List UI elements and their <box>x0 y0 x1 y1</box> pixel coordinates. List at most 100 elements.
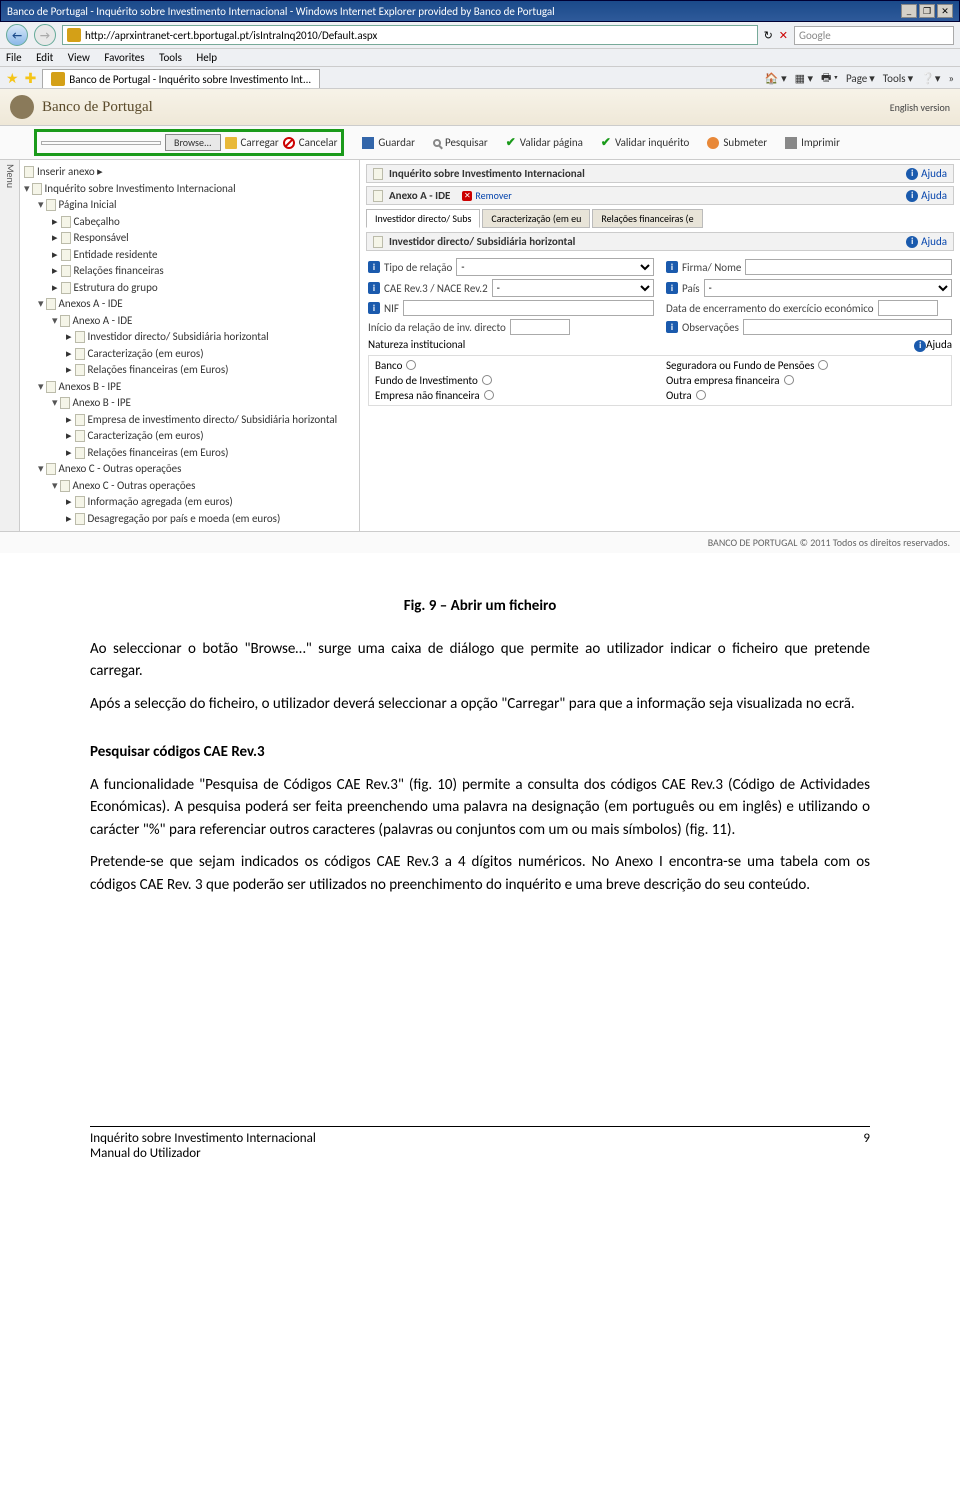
info-icon[interactable]: i <box>666 321 678 333</box>
cae-select[interactable]: - <box>492 279 654 297</box>
validar-inquerito-button[interactable]: ✔Validar inquérito <box>601 136 689 149</box>
app-title: Banco de Portugal <box>42 99 153 116</box>
tree-item[interactable]: ▸Caracterização (em euros) <box>24 346 355 363</box>
remover-link[interactable]: ✕Remover <box>462 189 511 202</box>
browse-button[interactable]: Browse... <box>165 134 221 151</box>
menu-favorites[interactable]: Favorites <box>104 51 144 64</box>
validar-pagina-button[interactable]: ✔Validar página <box>506 136 583 149</box>
tree-root[interactable]: ▾Inquérito sobre Investimento Internacio… <box>24 181 355 198</box>
subtab-investidor[interactable]: Investidor directo/ Subs <box>366 209 480 228</box>
doc-icon <box>60 397 70 409</box>
cancelar-button[interactable]: Cancelar <box>283 136 338 149</box>
menu-file[interactable]: File <box>6 51 22 64</box>
tree-pagina-inicial[interactable]: ▾Página Inicial <box>24 197 355 214</box>
menu-edit[interactable]: Edit <box>36 51 53 64</box>
observacoes-input[interactable] <box>743 319 952 335</box>
window-title: Banco de Portugal - Inquérito sobre Inve… <box>7 5 555 18</box>
maximize-button[interactable]: ❐ <box>919 4 935 18</box>
subtab-caracterizacao[interactable]: Caracterização (em eu <box>482 209 590 228</box>
radio-fundo[interactable]: Fundo de Investimento <box>375 374 654 387</box>
tipo-relacao-select[interactable]: - <box>456 258 654 276</box>
favorites-icon[interactable]: ★ <box>6 70 19 87</box>
menu-tools[interactable]: Tools <box>159 51 182 64</box>
tools-menu[interactable]: Tools ▾ <box>883 72 913 85</box>
tree-anexo-c[interactable]: ▾Anexo C - Outras operações <box>24 461 355 478</box>
doc-icon <box>61 232 71 244</box>
expand-icon[interactable]: » <box>948 72 954 85</box>
tree-item[interactable]: ▸Estrutura do grupo <box>24 280 355 297</box>
back-button[interactable]: ← <box>6 24 28 46</box>
subtab-relacoes[interactable]: Relações financeiras (e <box>592 209 702 228</box>
tree-item[interactable]: ▸Relações financeiras <box>24 263 355 280</box>
tree-item[interactable]: ▸Relações financeiras (em Euros) <box>24 445 355 462</box>
data-enc-input[interactable] <box>878 300 938 316</box>
tree-item[interactable]: ▸Investidor directo/ Subsidiária horizon… <box>24 329 355 346</box>
info-icon[interactable]: i <box>368 282 380 294</box>
tree-item[interactable]: ▸Desagregação por país e moeda (em euros… <box>24 511 355 528</box>
language-link[interactable]: English version <box>890 101 950 114</box>
menu-view[interactable]: View <box>68 51 90 64</box>
home-icon[interactable]: 🏠 ▾ <box>765 72 787 85</box>
url-input[interactable]: http://aprxintranet-cert.bportugal.pt/is… <box>62 25 758 45</box>
tab-title: Banco de Portugal - Inquérito sobre Inve… <box>69 73 311 86</box>
refresh-button[interactable]: ↻ <box>764 29 773 42</box>
doc-icon <box>32 183 42 195</box>
panel-section-title: Investidor directo/ Subsidiária horizont… <box>389 235 575 248</box>
tree-item[interactable]: ▸Informação agregada (em euros) <box>24 494 355 511</box>
tree-inserir-anexo[interactable]: Inserir anexo ▸ <box>24 164 355 181</box>
ajuda-link[interactable]: iAjuda <box>906 235 947 248</box>
forward-button[interactable]: → <box>34 24 56 46</box>
radio-seguradora[interactable]: Seguradora ou Fundo de Pensões <box>666 359 945 372</box>
firma-input[interactable] <box>745 259 952 275</box>
close-button[interactable]: ✕ <box>937 4 953 18</box>
side-menu-tab[interactable]: Menu <box>0 160 20 531</box>
nif-input[interactable] <box>403 300 654 316</box>
radio-banco[interactable]: Banco <box>375 359 654 372</box>
imprimir-button[interactable]: Imprimir <box>785 136 840 149</box>
pais-select[interactable]: - <box>704 279 952 297</box>
pesquisar-button[interactable]: Pesquisar <box>433 136 488 149</box>
info-icon[interactable]: i <box>666 282 678 294</box>
tree-anexo-a[interactable]: ▾Anexo A - IDE <box>24 313 355 330</box>
carregar-button[interactable]: Carregar <box>225 136 279 149</box>
help-icon[interactable]: ❔▾ <box>921 72 940 85</box>
submeter-button[interactable]: Submeter <box>707 136 767 149</box>
ajuda-link[interactable]: iAjuda <box>906 189 947 202</box>
tree-anexos-a[interactable]: ▾Anexos A - IDE <box>24 296 355 313</box>
inicio-rel-input[interactable] <box>510 319 570 335</box>
tree-anexo-c-sub[interactable]: ▾Anexo C - Outras operações <box>24 478 355 495</box>
stop-button[interactable]: ✕ <box>779 29 788 42</box>
tree-item[interactable]: ▸Caracterização (em euros) <box>24 428 355 445</box>
paragraph: A funcionalidade "Pesquisa de Códigos CA… <box>90 774 870 842</box>
document-footer: Inquérito sobre Investimento Internacion… <box>90 1126 870 1161</box>
tree-item[interactable]: ▸Empresa de investimento directo/ Subsid… <box>24 412 355 429</box>
section-heading: Pesquisar códigos CAE Rev.3 <box>90 741 870 764</box>
tree-anexo-b[interactable]: ▾Anexo B - IPE <box>24 395 355 412</box>
doc-icon <box>75 513 85 525</box>
search-input[interactable]: Google <box>794 26 954 45</box>
tree-item[interactable]: ▸Responsável <box>24 230 355 247</box>
browser-tab[interactable]: Banco de Portugal - Inquérito sobre Inve… <box>42 69 320 88</box>
radio-outra-fin[interactable]: Outra empresa financeira <box>666 374 945 387</box>
field-data-enc: Data de encerramento do exercício económ… <box>666 300 952 316</box>
ajuda-link[interactable]: iAjuda <box>914 338 952 352</box>
print-icon[interactable]: 🖶 ▾ <box>821 69 838 88</box>
guardar-button[interactable]: Guardar <box>362 136 415 149</box>
add-favorite-icon[interactable]: ✚ <box>25 70 37 87</box>
page-menu[interactable]: Page ▾ <box>846 72 875 85</box>
info-icon[interactable]: i <box>368 261 380 273</box>
tree-item[interactable]: ▸Cabeçalho <box>24 214 355 231</box>
info-icon[interactable]: i <box>368 302 380 314</box>
tree-item[interactable]: ▸Entidade residente <box>24 247 355 264</box>
radio-nao-fin[interactable]: Empresa não financeira <box>375 389 654 402</box>
tree-item[interactable]: ▸Relações financeiras (em Euros) <box>24 362 355 379</box>
file-path-input[interactable] <box>41 141 161 145</box>
radio-outra[interactable]: Outra <box>666 389 945 402</box>
tree-anexos-b[interactable]: ▾Anexos B - IPE <box>24 379 355 396</box>
document-body: Fig. 9 – Abrir um ficheiro Ao selecciona… <box>0 553 960 926</box>
menu-help[interactable]: Help <box>196 51 217 64</box>
feed-icon[interactable]: ▦ ▾ <box>795 72 813 85</box>
minimize-button[interactable]: _ <box>901 4 917 18</box>
ajuda-link[interactable]: iAjuda <box>906 167 947 180</box>
info-icon[interactable]: i <box>666 261 678 273</box>
